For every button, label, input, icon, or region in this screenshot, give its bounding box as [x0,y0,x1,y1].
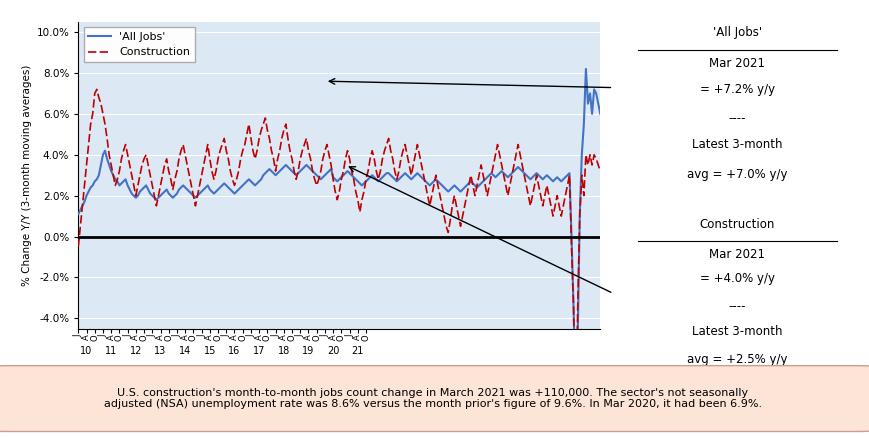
Text: 14: 14 [179,346,191,356]
Y-axis label: % Change Y/Y (3-month moving averages): % Change Y/Y (3-month moving averages) [23,64,32,286]
Text: 18: 18 [277,346,289,356]
Construction [594,169,605,174]
Text: 16: 16 [228,346,241,356]
Legend: 'All Jobs', Construction: 'All Jobs', Construction [83,28,195,62]
Text: avg = +7.0% y/y: avg = +7.0% y/y [687,168,786,180]
'All Jobs' [245,179,255,184]
Construction [409,152,420,157]
Text: Construction: Construction [699,218,774,231]
Line: 'All Jobs': 'All Jobs' [78,69,600,400]
Text: Latest 3-month: Latest 3-month [691,325,782,338]
Text: 12: 12 [129,346,142,356]
Text: 10: 10 [80,346,92,356]
'All Jobs' [103,162,114,168]
Text: 21: 21 [351,346,363,356]
Text: 11: 11 [105,346,117,356]
Text: Latest 3-month: Latest 3-month [691,138,782,151]
Text: Mar 2021: Mar 2021 [708,57,765,70]
'All Jobs' [381,170,391,176]
'All Jobs' [580,66,590,71]
Construction [106,162,116,168]
Construction [412,142,422,147]
Construction [383,136,394,141]
Text: = +4.0% y/y: = +4.0% y/y [699,272,774,286]
FancyBboxPatch shape [0,366,869,431]
Construction [73,244,83,249]
'All Jobs' [408,175,418,180]
'All Jobs' [570,397,580,403]
Text: ----: ---- [727,113,746,125]
Text: 20: 20 [327,346,339,356]
Line: Construction: Construction [78,89,600,438]
'All Jobs' [73,212,83,217]
Text: avg = +2.5% y/y: avg = +2.5% y/y [687,353,786,366]
Text: 19: 19 [302,346,315,356]
Construction [91,87,102,92]
Text: 13: 13 [154,346,167,356]
Text: Mar 2021: Mar 2021 [708,248,765,261]
'All Jobs' [594,111,605,117]
Text: = +7.2% y/y: = +7.2% y/y [699,83,774,96]
X-axis label: Year & Month: Year & Month [291,368,387,381]
Text: U.S. construction's month-to-month jobs count change in March 2021 was +110,000.: U.S. construction's month-to-month jobs … [103,388,761,410]
'All Jobs' [409,173,420,178]
Construction [248,148,258,153]
'All Jobs' [492,173,502,178]
Text: 17: 17 [253,346,265,356]
Text: 'All Jobs': 'All Jobs' [712,26,761,39]
Construction [494,152,504,157]
Text: 15: 15 [203,346,216,356]
Text: ----: ---- [727,300,746,314]
